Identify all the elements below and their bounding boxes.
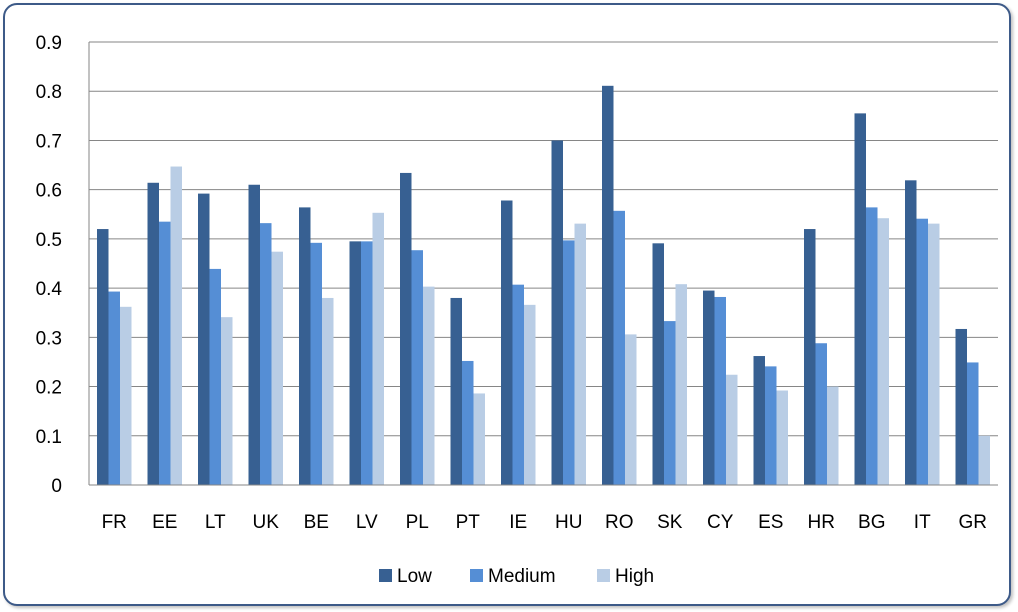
y-tick-label: 0.3 [36,328,62,349]
bar-medium-lv [361,241,373,485]
bar-high-lt [221,317,233,485]
y-tick-label: 0.1 [36,427,62,448]
bar-low-hu [551,140,563,485]
legend: Low Medium High [379,566,654,587]
legend-label-low: Low [397,566,432,587]
bar-medium-gr [967,362,979,485]
x-tick-label: PT [456,512,481,533]
bar-low-ro [602,85,614,486]
bar-medium-it [916,218,928,486]
bar-low-gr [955,328,967,485]
bar-medium-cy [714,296,726,485]
x-tick-label: ES [758,512,783,533]
bar-medium-sk [664,321,676,485]
x-tick-label: PL [406,512,429,533]
y-tick-label: 0.8 [36,82,62,103]
bar-high-ie [524,304,536,485]
bar-low-it [905,180,917,485]
bar-low-fr [97,229,109,485]
bar-high-be [322,297,334,485]
bar-high-cy [726,374,738,485]
legend-swatch-low [379,569,392,582]
bar-medium-uk [260,223,272,486]
x-tick-label: GR [959,512,988,533]
y-tick-label: 0.9 [36,33,62,54]
x-tick-label: LV [356,512,378,533]
bar-high-uk [271,251,283,485]
bar-medium-ee [159,221,171,485]
gridlines [89,41,998,437]
bar-high-gr [978,435,990,485]
axes: 0 0.1 0.2 0.3 0.4 0.5 0.6 0.7 0.8 0.9 FR EE LT UK BE LV… [36,33,998,533]
bar-high-bg [877,218,889,485]
x-tick-label: SK [657,512,683,533]
bar-medium-hr [815,343,827,485]
bar-low-lv [349,241,361,485]
x-tick-label: CY [707,512,734,533]
x-tick-label: HU [555,512,582,533]
x-tick-label: IE [509,512,527,533]
legend-label-high: High [615,566,654,587]
y-tick-label: 0 [51,476,62,497]
bar-medium-lt [209,268,221,485]
bar-high-pl [423,286,435,485]
bar-low-pl [400,172,412,486]
bar-medium-hu [563,240,575,485]
bar-low-bg [854,113,866,485]
bar-low-sk [652,243,664,485]
bar-medium-ro [613,210,625,486]
y-tick-label: 0.4 [36,279,63,300]
bar-medium-ie [512,284,524,485]
bar-high-hu [574,223,586,485]
x-tick-label: LT [205,512,226,533]
bar-high-es [776,390,788,485]
bar-high-fr [120,306,132,485]
legend-label-medium: Medium [488,566,556,587]
x-tick-label: IT [914,512,931,533]
x-tick-label: HR [808,512,835,533]
bar-high-hr [827,386,839,485]
bar-low-lt [198,193,210,486]
x-tick-label: UK [253,512,280,533]
bar-medium-es [765,366,777,485]
bars [97,85,990,486]
bar-low-hr [804,229,816,485]
bar-low-ie [501,200,513,486]
bar-high-lv [372,212,384,485]
y-tick-label: 0.7 [36,131,62,152]
legend-swatch-high [597,569,610,582]
bar-medium-pl [411,250,423,485]
x-tick-label: BG [858,512,885,533]
bar-high-it [928,223,940,485]
legend-swatch-medium [470,569,483,582]
x-tick-label: EE [152,512,177,533]
bar-low-es [753,356,765,485]
bar-medium-be [310,242,322,485]
bar-high-pt [473,393,485,485]
bar-high-sk [675,284,687,485]
x-tick-label: RO [605,512,634,533]
bar-low-pt [450,297,462,485]
bar-medium-pt [462,360,474,485]
bar-medium-bg [866,207,878,486]
y-tick-label: 0.6 [36,181,62,202]
bar-low-uk [248,184,260,485]
y-tick-label: 0.5 [36,230,62,251]
bar-low-ee [147,182,159,485]
bar-high-ee [170,166,182,485]
x-tick-label: BE [304,512,329,533]
bar-low-cy [703,290,715,485]
bar-low-be [299,207,311,486]
x-tick-label: FR [102,512,127,533]
bar-medium-fr [108,291,120,485]
bar-high-ro [625,334,637,485]
y-tick-label: 0.2 [36,378,62,399]
